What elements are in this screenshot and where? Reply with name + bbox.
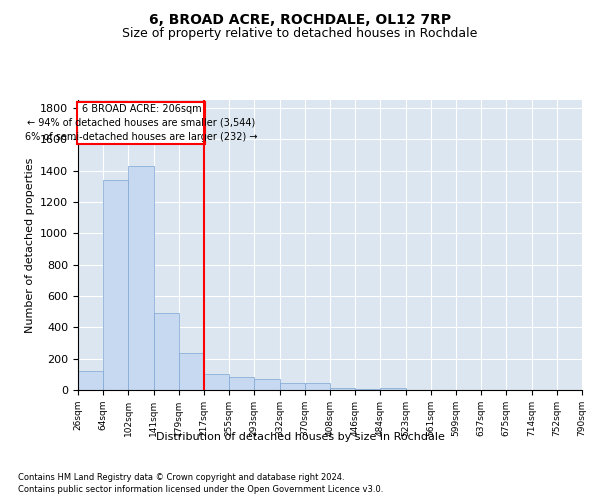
- Bar: [380, 388, 406, 390]
- Text: Contains public sector information licensed under the Open Government Licence v3: Contains public sector information licen…: [18, 485, 383, 494]
- Bar: [330, 388, 355, 390]
- Bar: [103, 180, 128, 390]
- Bar: [355, 389, 380, 390]
- Y-axis label: Number of detached properties: Number of detached properties: [25, 158, 35, 332]
- Bar: [305, 383, 330, 390]
- Bar: [154, 313, 179, 390]
- Bar: [78, 371, 103, 390]
- Text: Size of property relative to detached houses in Rochdale: Size of property relative to detached ho…: [122, 28, 478, 40]
- Bar: [128, 166, 154, 390]
- Bar: [280, 383, 305, 390]
- Bar: [229, 378, 254, 390]
- Text: 6, BROAD ACRE, ROCHDALE, OL12 7RP: 6, BROAD ACRE, ROCHDALE, OL12 7RP: [149, 12, 451, 26]
- Bar: [204, 374, 229, 390]
- FancyBboxPatch shape: [77, 102, 205, 144]
- Text: Contains HM Land Registry data © Crown copyright and database right 2024.: Contains HM Land Registry data © Crown c…: [18, 472, 344, 482]
- Bar: [254, 379, 280, 390]
- Bar: [179, 353, 204, 390]
- Text: 6 BROAD ACRE: 206sqm
← 94% of detached houses are smaller (3,544)
6% of semi-det: 6 BROAD ACRE: 206sqm ← 94% of detached h…: [25, 104, 257, 142]
- Text: Distribution of detached houses by size in Rochdale: Distribution of detached houses by size …: [155, 432, 445, 442]
